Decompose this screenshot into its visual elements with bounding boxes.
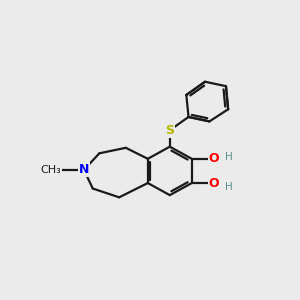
Text: S: S — [165, 124, 174, 137]
Text: H: H — [225, 182, 233, 193]
Text: CH₃: CH₃ — [40, 165, 61, 175]
Text: O: O — [208, 152, 219, 165]
Text: O: O — [208, 176, 219, 190]
Text: N: N — [79, 163, 89, 176]
Text: H: H — [225, 152, 233, 162]
